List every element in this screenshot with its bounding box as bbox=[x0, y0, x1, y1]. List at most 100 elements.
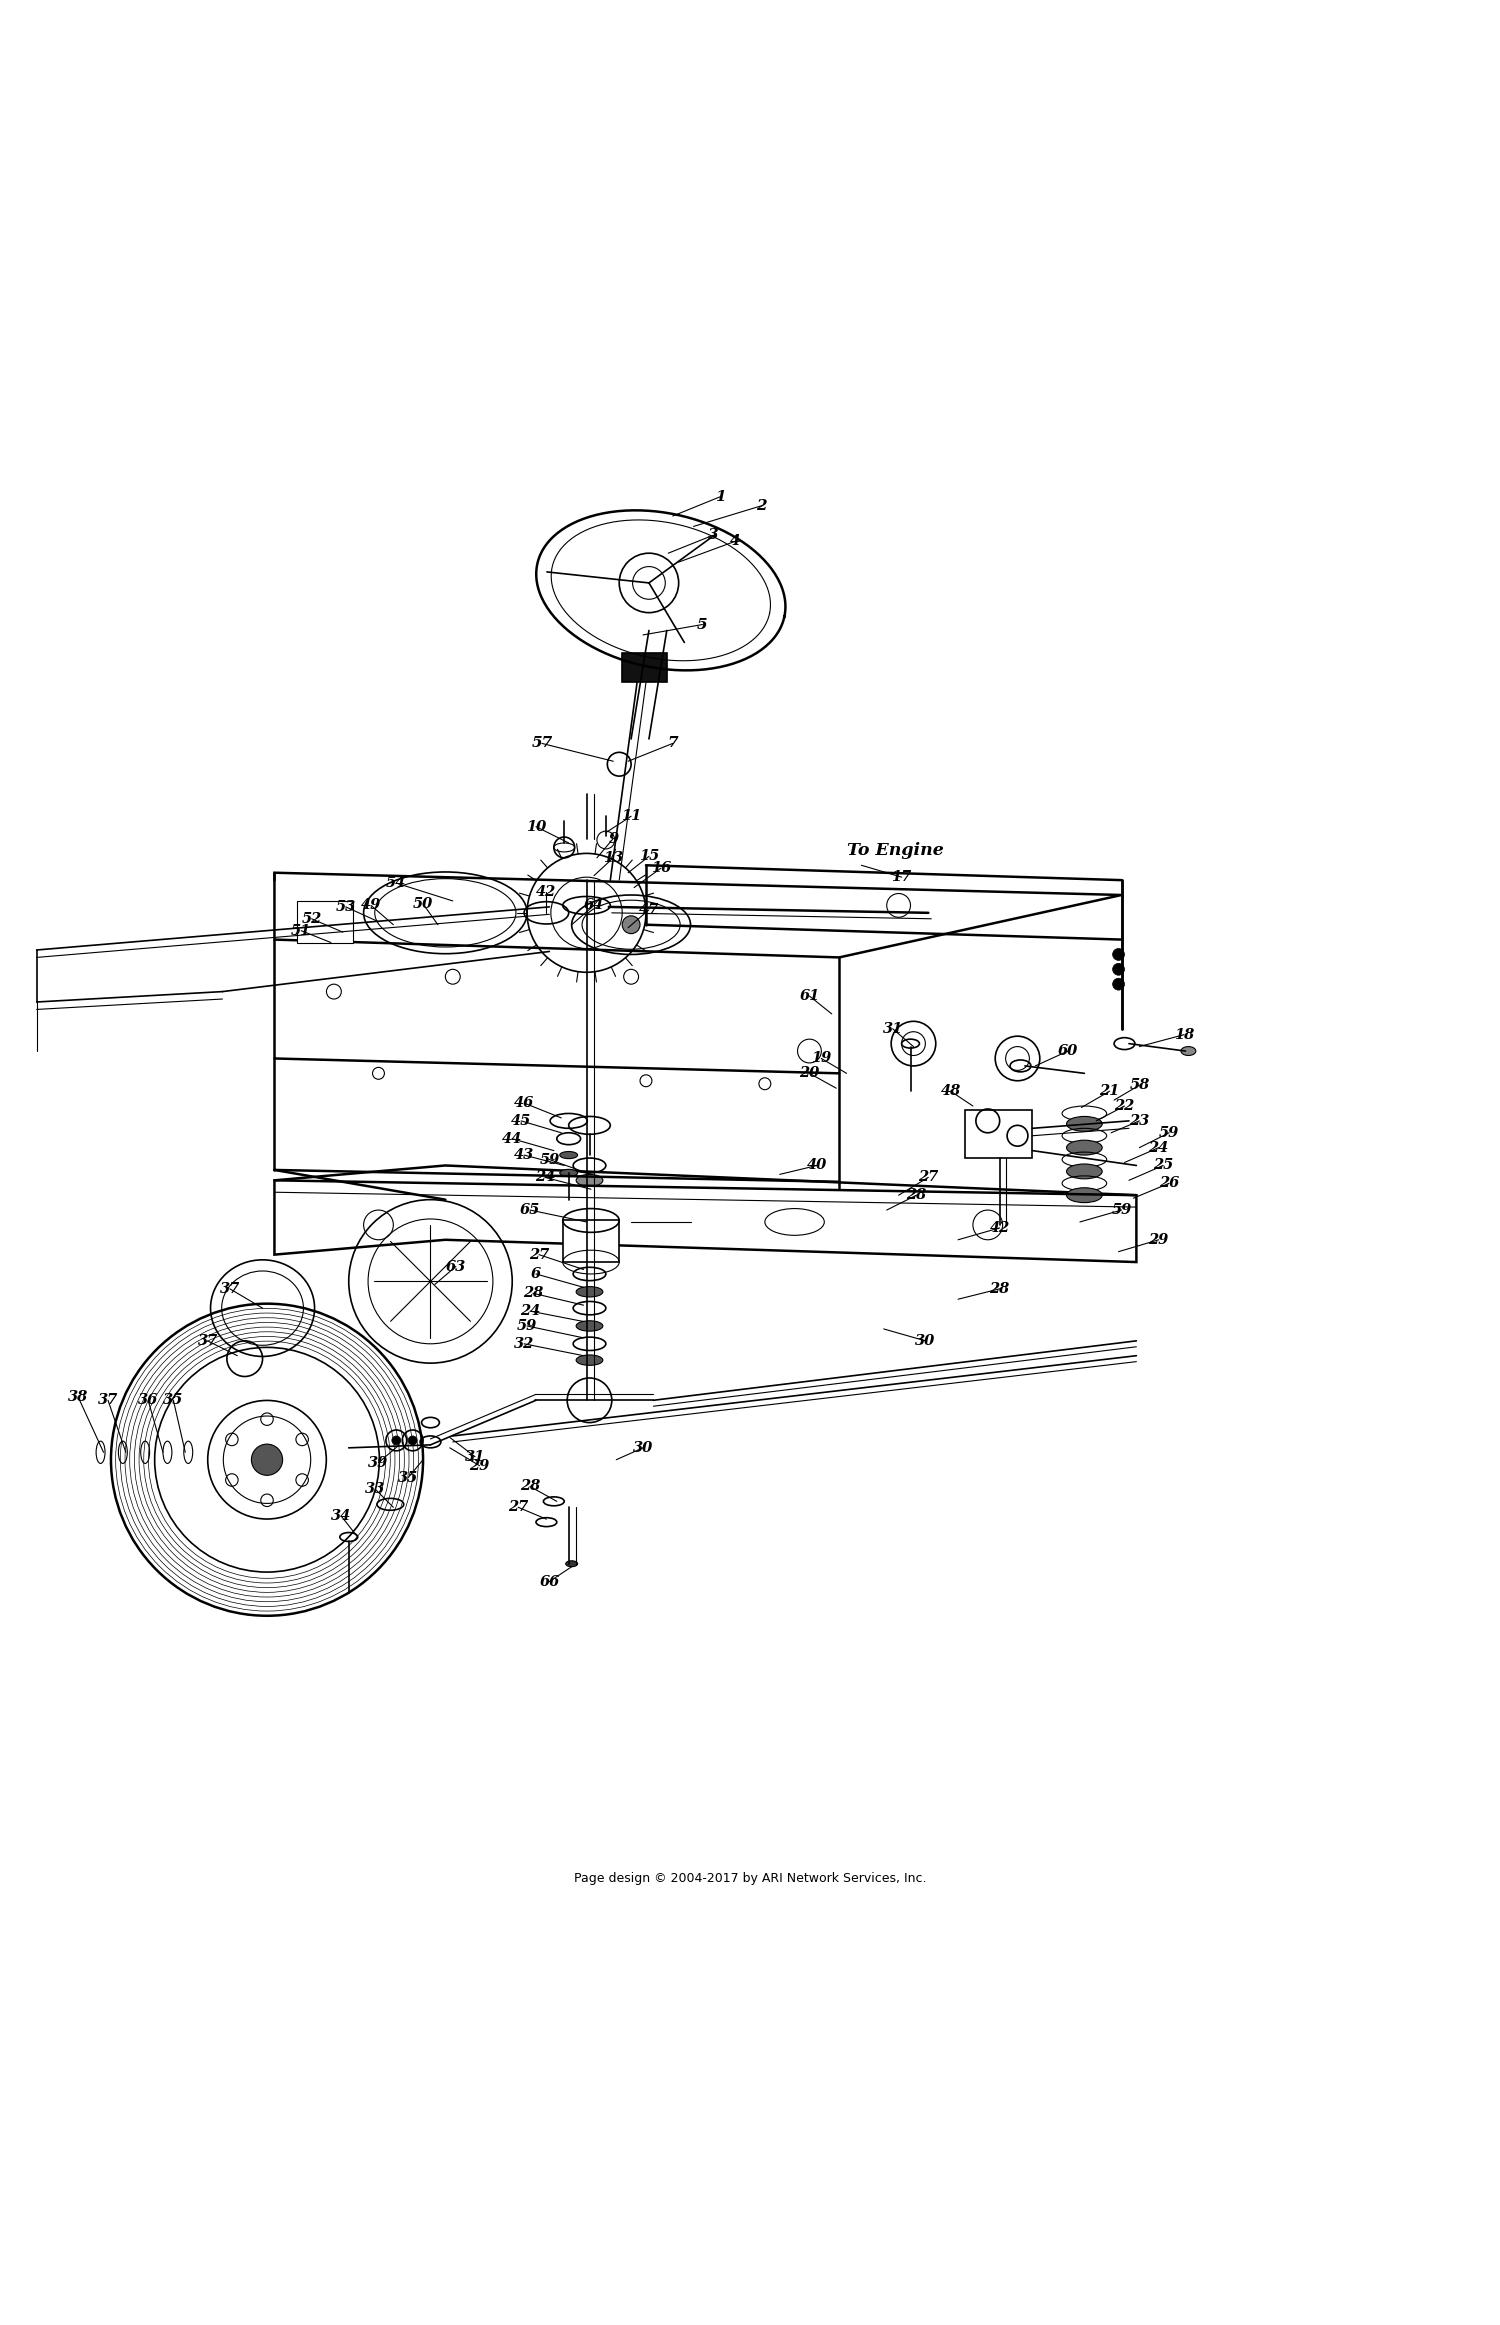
Text: 24: 24 bbox=[520, 1304, 540, 1318]
Text: 10: 10 bbox=[526, 821, 546, 835]
Ellipse shape bbox=[560, 1151, 578, 1158]
Bar bbox=[297, 902, 352, 942]
Text: 2: 2 bbox=[756, 498, 766, 512]
Text: 35: 35 bbox=[164, 1393, 183, 1407]
Text: 6: 6 bbox=[531, 1267, 542, 1281]
Text: 11: 11 bbox=[621, 809, 640, 823]
Text: 39: 39 bbox=[369, 1455, 388, 1469]
Text: 30: 30 bbox=[915, 1335, 936, 1348]
Text: 52: 52 bbox=[302, 911, 321, 925]
Text: 36: 36 bbox=[138, 1393, 159, 1407]
Ellipse shape bbox=[1066, 1116, 1102, 1132]
Text: To Engine: To Engine bbox=[846, 842, 944, 858]
Text: 7: 7 bbox=[668, 737, 678, 751]
Ellipse shape bbox=[1066, 1139, 1102, 1156]
Text: 24: 24 bbox=[536, 1169, 555, 1183]
Text: 51: 51 bbox=[291, 923, 312, 937]
Text: 48: 48 bbox=[940, 1083, 960, 1097]
Text: 59: 59 bbox=[518, 1318, 537, 1332]
Text: 59: 59 bbox=[540, 1153, 560, 1167]
Text: 59: 59 bbox=[1160, 1125, 1179, 1139]
Text: 47: 47 bbox=[639, 902, 658, 916]
Text: 58: 58 bbox=[1130, 1079, 1149, 1093]
Ellipse shape bbox=[1180, 1046, 1196, 1056]
Text: 35: 35 bbox=[398, 1469, 418, 1486]
Text: 16: 16 bbox=[651, 860, 670, 874]
Text: 54: 54 bbox=[386, 877, 406, 890]
Text: 53: 53 bbox=[336, 900, 356, 914]
Text: 60: 60 bbox=[1058, 1044, 1078, 1058]
Text: 37: 37 bbox=[98, 1393, 118, 1407]
Text: 26: 26 bbox=[1160, 1176, 1179, 1190]
Circle shape bbox=[1113, 979, 1125, 990]
Text: 37: 37 bbox=[198, 1335, 217, 1348]
Text: 46: 46 bbox=[514, 1095, 534, 1109]
Text: 42: 42 bbox=[990, 1221, 1010, 1235]
Text: 25: 25 bbox=[1154, 1158, 1173, 1172]
Text: 63: 63 bbox=[446, 1260, 466, 1274]
Text: 38: 38 bbox=[68, 1390, 88, 1404]
Text: 57: 57 bbox=[531, 737, 552, 751]
Circle shape bbox=[1113, 949, 1125, 960]
Text: 21: 21 bbox=[1100, 1083, 1120, 1097]
Text: 65: 65 bbox=[520, 1202, 540, 1216]
Text: 28: 28 bbox=[990, 1281, 1010, 1295]
Text: 29: 29 bbox=[1149, 1232, 1168, 1246]
Ellipse shape bbox=[560, 1169, 578, 1176]
Text: 28: 28 bbox=[520, 1479, 540, 1493]
Ellipse shape bbox=[576, 1355, 603, 1365]
Text: 1: 1 bbox=[716, 491, 726, 505]
Text: 9: 9 bbox=[608, 832, 618, 846]
Text: 45: 45 bbox=[512, 1114, 531, 1128]
Text: 23: 23 bbox=[1130, 1114, 1149, 1128]
Text: 30: 30 bbox=[633, 1442, 652, 1455]
Text: 28: 28 bbox=[524, 1286, 543, 1300]
Ellipse shape bbox=[576, 1174, 603, 1186]
Circle shape bbox=[622, 916, 640, 935]
Text: 18: 18 bbox=[1174, 1028, 1194, 1042]
Text: 37: 37 bbox=[219, 1281, 240, 1295]
Text: 42: 42 bbox=[537, 886, 556, 900]
Circle shape bbox=[252, 1444, 282, 1476]
Text: 29: 29 bbox=[470, 1458, 489, 1472]
Text: 3: 3 bbox=[708, 528, 718, 542]
Text: 40: 40 bbox=[807, 1158, 826, 1172]
Text: Page design © 2004-2017 by ARI Network Services, Inc.: Page design © 2004-2017 by ARI Network S… bbox=[573, 1872, 926, 1886]
Text: 5: 5 bbox=[698, 618, 708, 632]
Text: 24: 24 bbox=[1149, 1142, 1168, 1156]
Text: 31: 31 bbox=[465, 1451, 484, 1465]
Text: 66: 66 bbox=[540, 1574, 560, 1588]
Text: 32: 32 bbox=[514, 1337, 534, 1351]
Text: 28: 28 bbox=[906, 1188, 927, 1202]
Text: 20: 20 bbox=[800, 1067, 819, 1081]
Circle shape bbox=[392, 1437, 400, 1444]
Text: 27: 27 bbox=[918, 1169, 939, 1183]
Text: 34: 34 bbox=[332, 1509, 351, 1523]
Ellipse shape bbox=[566, 1560, 578, 1567]
Circle shape bbox=[408, 1437, 417, 1444]
Text: 13: 13 bbox=[603, 851, 624, 865]
Text: 31: 31 bbox=[882, 1021, 903, 1035]
Ellipse shape bbox=[1066, 1188, 1102, 1202]
Text: 49: 49 bbox=[362, 897, 381, 911]
Text: 19: 19 bbox=[812, 1051, 831, 1065]
Text: 17: 17 bbox=[891, 870, 912, 884]
Text: 33: 33 bbox=[366, 1483, 386, 1497]
Text: 4: 4 bbox=[730, 535, 741, 549]
Ellipse shape bbox=[576, 1321, 603, 1332]
Bar bbox=[562, 1221, 620, 1262]
Text: 27: 27 bbox=[509, 1500, 528, 1514]
Ellipse shape bbox=[1066, 1165, 1102, 1179]
Text: 27: 27 bbox=[530, 1249, 549, 1262]
Text: 44: 44 bbox=[503, 1132, 522, 1146]
Text: 22: 22 bbox=[1114, 1100, 1134, 1114]
Text: 50: 50 bbox=[413, 897, 434, 911]
Ellipse shape bbox=[576, 1286, 603, 1297]
Bar bbox=[966, 1111, 1032, 1158]
Text: 43: 43 bbox=[514, 1149, 534, 1162]
Text: 15: 15 bbox=[639, 849, 658, 863]
Circle shape bbox=[1113, 963, 1125, 974]
Text: 61: 61 bbox=[800, 988, 819, 1002]
Bar bbox=[622, 653, 668, 684]
Text: 64: 64 bbox=[584, 897, 604, 911]
